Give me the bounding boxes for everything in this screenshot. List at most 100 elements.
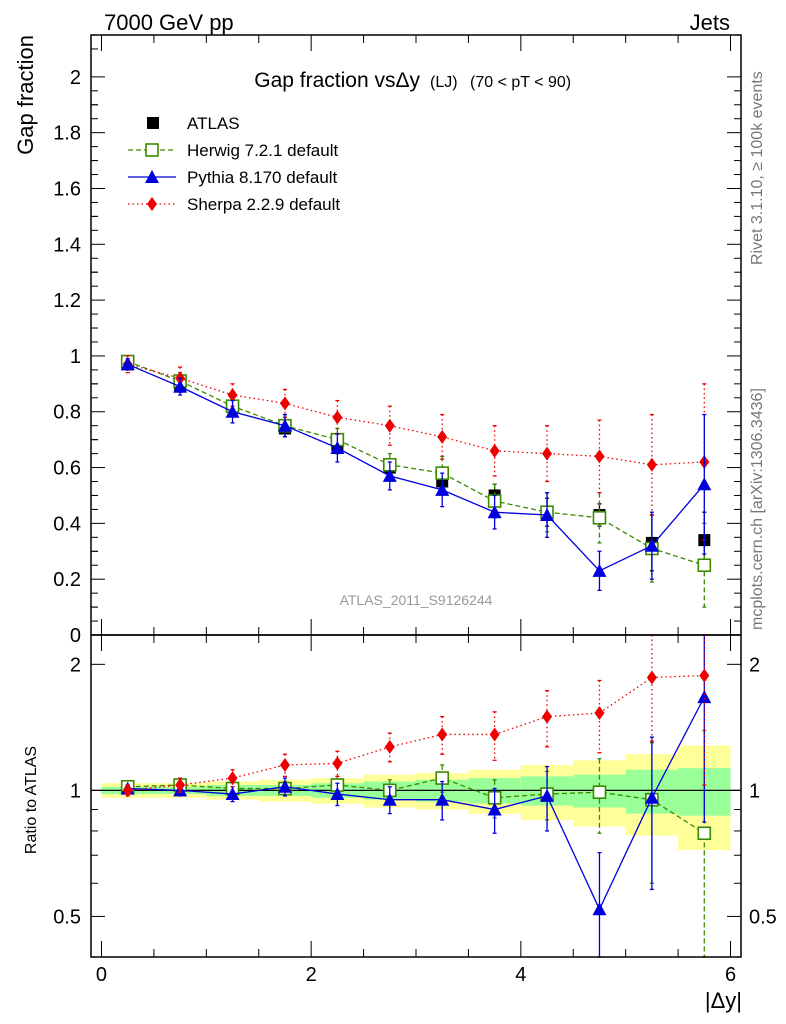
legend-pythia-label: Pythia 8.170 default <box>187 168 338 187</box>
ratio-ytick-label-right: 0.5 <box>749 906 777 928</box>
main-ylabel: Gap fraction <box>13 35 38 155</box>
main-ytick-label: 1.8 <box>53 123 81 145</box>
main-herwig-line <box>127 360 705 566</box>
x-tick-label: 0 <box>96 964 107 986</box>
ratio-sherpa-point <box>175 777 186 792</box>
ratio-pythia-point <box>644 790 659 804</box>
ratio-pythia-point <box>330 787 345 801</box>
main-ytick-label: 0.6 <box>53 458 81 480</box>
main-pythia-point <box>330 441 345 455</box>
ratio-ytick-label-right: 2 <box>749 654 760 676</box>
ratio-sherpa-point <box>279 757 290 772</box>
ratio-pythia-point <box>592 902 607 916</box>
main-pythia-point <box>225 404 240 418</box>
ratio-pythia-point <box>487 802 502 816</box>
plot-title-range: (70 < pT < 90) <box>470 74 571 91</box>
legend-sherpa-marker <box>147 197 157 211</box>
ratio-pythia-point <box>435 792 450 806</box>
ratio-pythia-point <box>540 788 555 802</box>
ratio-ytick-label: 2 <box>70 654 81 676</box>
ratio-sherpa-point <box>384 739 395 754</box>
main-sherpa-point <box>227 388 238 402</box>
ratio-herwig-point <box>697 826 712 841</box>
main-pythia-point <box>644 538 659 552</box>
main-pythia-point <box>120 357 135 371</box>
legend-herwig-label: Herwig 7.2.1 default <box>187 141 338 160</box>
main-ytick-label: 1 <box>70 346 81 368</box>
main-pythia-point <box>540 508 555 521</box>
ratio-sherpa-point <box>542 709 553 724</box>
legend-sherpa-label: Sherpa 2.2.9 default <box>187 195 340 214</box>
main-sherpa-line <box>127 363 705 466</box>
main-ytick-label: 1.2 <box>53 290 81 312</box>
ratio-sherpa-point <box>594 706 605 721</box>
main-sherpa-point <box>384 418 395 433</box>
ratio-pythia-point <box>382 792 397 806</box>
x-axis-label: |Δy| <box>705 988 742 1013</box>
main-pythia-point <box>435 482 450 496</box>
ratio-pythia-point <box>697 690 712 704</box>
ratio-pythia-point <box>277 779 292 793</box>
main-ytick-label: 1.6 <box>53 178 81 200</box>
ratio-sherpa-line <box>127 674 705 792</box>
main-ytick-label: 0.2 <box>53 569 81 591</box>
main-pythia-point <box>382 468 397 482</box>
main-ytick-label: 0.4 <box>53 513 81 535</box>
ratio-sherpa-point <box>699 668 710 683</box>
header-left: 7000 GeV pp <box>104 10 234 35</box>
legend-atlas-marker <box>147 117 159 129</box>
ratio-sherpa-point <box>489 727 500 742</box>
main-pythia-point <box>487 505 502 519</box>
header-right: Jets <box>690 10 730 35</box>
main-sherpa-point <box>542 446 553 461</box>
main-pythia-line <box>127 363 705 572</box>
legend-atlas-label: ATLAS <box>187 114 240 133</box>
plot-title-var: Δy <box>395 69 420 92</box>
main-panel: 0 0.2 0.4 0.6 0.8 1 1.2 1.4 1.6 1.8 2 Gap fraction… <box>13 34 742 647</box>
ratio-ytick-label: 0.5 <box>53 906 81 928</box>
ratio-sherpa-point <box>227 771 238 786</box>
legend: ATLAS Herwig 7.2.1 default Pythia 8.170 … <box>128 114 340 214</box>
ratio-panel: 0.5 0.5 1 1 2 2 0 2 4 6 Ratio to ATLAS |Δy| <box>23 35 777 1013</box>
main-ytick-label: 1.4 <box>53 234 81 256</box>
main-ytick-label: 0 <box>70 625 81 647</box>
ratio-sherpa-point <box>122 783 133 798</box>
analysis-watermark: ATLAS_2011_S9126244 <box>340 592 493 608</box>
main-sherpa-point <box>646 457 657 472</box>
ratio-sherpa-point <box>646 670 657 685</box>
plot-title-main: Gap fraction vs <box>254 69 395 92</box>
ratio-sherpa-point <box>332 756 343 771</box>
main-pythia-point <box>697 477 712 491</box>
ratio-sherpa-point <box>437 727 448 742</box>
x-tick-label: 4 <box>515 964 526 986</box>
ratio-herwig-point <box>592 785 607 800</box>
ratio-pythia-line <box>127 696 705 911</box>
main-herwig-point <box>697 558 712 573</box>
main-sherpa-point <box>594 449 605 464</box>
main-sherpa-point <box>437 429 448 444</box>
plot-title-sub: (LJ) <box>430 74 458 91</box>
x-tick-label: 2 <box>306 964 317 986</box>
plot-title: Gap fraction vsΔy <box>254 69 420 92</box>
x-tick-label: 6 <box>725 964 736 986</box>
rivet-label: Rivet 3.1.10, ≥ 100k events <box>749 71 766 265</box>
legend-herwig-marker <box>145 143 159 157</box>
main-pythia-point <box>173 379 188 393</box>
main-ytick-label: 2 <box>70 67 81 89</box>
legend-pythia-marker <box>145 170 159 183</box>
mcplots-label: mcplots.cern.ch [arXiv:1306.3436] <box>749 388 766 630</box>
main-pythia-point <box>592 563 607 577</box>
ratio-pythia-point <box>225 787 240 801</box>
ratio-herwig-line <box>127 777 705 834</box>
main-sherpa-point <box>489 443 500 458</box>
ratio-ytick-label-right: 1 <box>749 780 760 802</box>
main-pythia-point <box>277 418 292 432</box>
main-sherpa-point <box>279 396 290 411</box>
ratio-ylabel: Ratio to ATLAS <box>23 746 40 854</box>
ratio-ytick-label: 1 <box>70 780 81 802</box>
main-sherpa-point <box>332 410 343 425</box>
main-ytick-label: 0.8 <box>53 402 81 424</box>
main-herwig-point <box>592 510 607 525</box>
